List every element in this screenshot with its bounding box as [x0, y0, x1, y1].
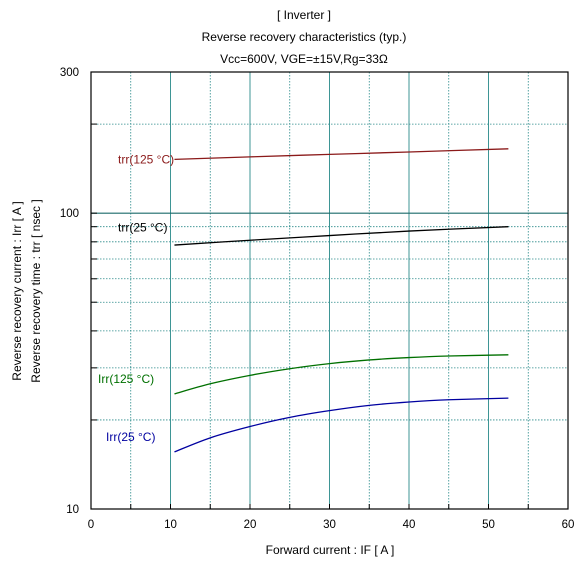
x-tick-label: 10	[164, 519, 177, 531]
x-tick-label: 20	[244, 519, 257, 531]
series-line-irr-3	[174, 397, 509, 453]
series-label-0: trr(125 °C)	[118, 152, 174, 166]
series-label-1: trr(25 °C)	[118, 221, 167, 235]
series-line-irr-2	[174, 354, 509, 395]
x-tick-label: 40	[403, 519, 416, 531]
y-axis-label-line-1: Reverse recovery current : Irr [ A ]	[10, 201, 24, 380]
chart-title-line-1: [ Inverter ]	[277, 8, 331, 22]
y-axis-label-line-2: Reverse recovery time : trr [ nsec ]	[29, 199, 43, 382]
series-line-trr-0	[174, 148, 509, 161]
chart-title-line-2: Reverse recovery characteristics (typ.)	[202, 30, 407, 44]
chart-title-line-3: Vcc=600V, VGE=±15V,Rg=33Ω	[220, 52, 388, 66]
x-tick-label: 60	[562, 519, 575, 531]
x-tick-label: 30	[323, 519, 336, 531]
series-label-3: Irr(25 °C)	[106, 430, 155, 444]
grid	[91, 72, 568, 509]
tick-labels: 0 10 20 30 40 50 60 10 100 300	[60, 67, 575, 531]
y-tick-label: 10	[66, 504, 79, 516]
series-label-2: Irr(125 °C)	[98, 372, 154, 386]
series-labels: trr(125 °C) trr(25 °C) Irr(125 °C) Irr(25 °…	[98, 152, 174, 444]
x-tick-label: 0	[88, 519, 94, 531]
y-tick-label: 300	[60, 67, 79, 79]
x-axis-label: Forward current : IF [ A ]	[266, 543, 395, 557]
y-tick-label: 100	[60, 208, 79, 220]
series-group	[174, 148, 509, 453]
x-tick-label: 50	[482, 519, 495, 531]
series-line-trr-1	[174, 226, 509, 246]
